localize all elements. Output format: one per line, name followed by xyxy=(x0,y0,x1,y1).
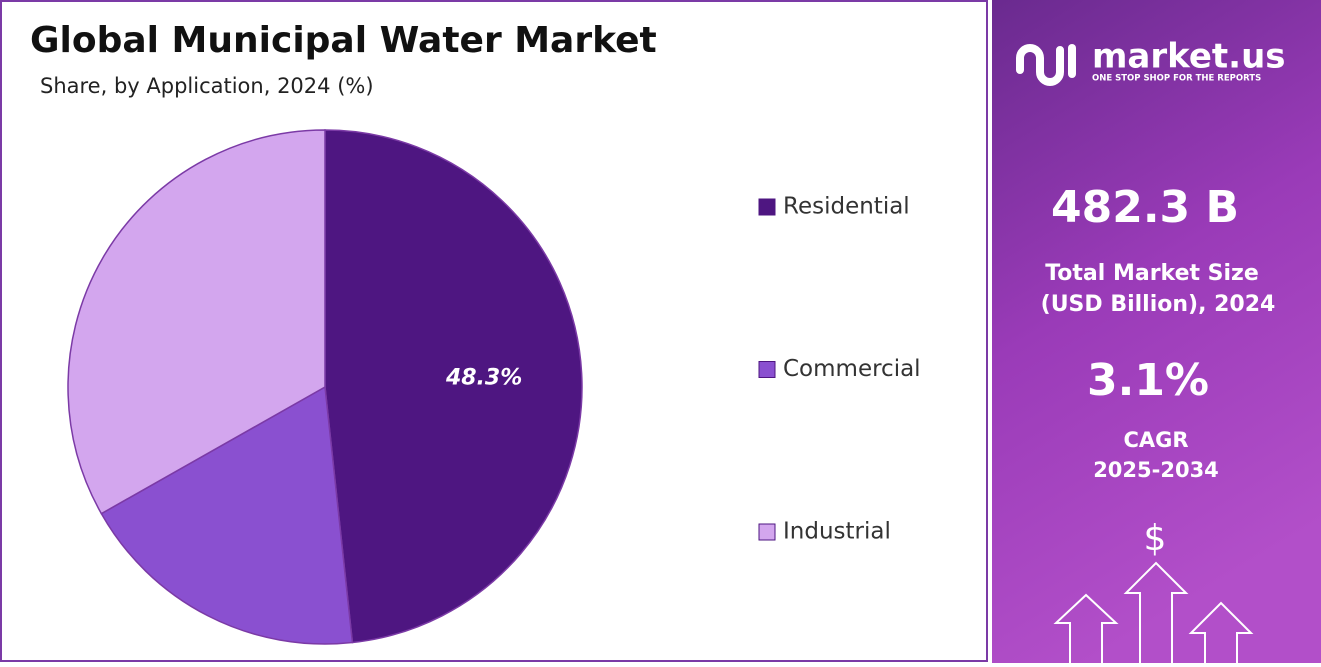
chart-title: Global Municipal Water Market xyxy=(30,20,657,61)
logo-icon xyxy=(1016,44,1076,86)
chart-subtitle: Share, by Application, 2024 (%) xyxy=(40,74,374,98)
legend-label: Commercial xyxy=(783,356,921,382)
growth-arrows xyxy=(1053,561,1254,663)
sidebar xyxy=(992,0,1321,663)
legend-swatch xyxy=(758,523,776,541)
legend-label: Industrial xyxy=(783,519,891,545)
pie-slice xyxy=(67,129,326,515)
pie-slice xyxy=(324,129,583,644)
pie-slice xyxy=(100,385,354,645)
cagr-label: CAGR xyxy=(1123,428,1188,452)
tagline: ONE STOP SHOP FOR THE REPORTS xyxy=(1092,74,1261,84)
legend: Residential Commercial Industrial xyxy=(758,194,921,545)
currency-icon: $ xyxy=(1144,518,1167,559)
market-size-label: (USD Billion), 2024 xyxy=(1041,292,1276,317)
legend-swatch xyxy=(758,198,776,216)
cagr: 3.1% xyxy=(1087,355,1209,406)
legend-label: Residential xyxy=(783,194,910,220)
brand: market.us xyxy=(1092,37,1286,77)
market-size: 482.3 B xyxy=(1051,182,1239,233)
data-label: 48.3% xyxy=(445,365,522,390)
cagr-label: 2025-2034 xyxy=(1093,458,1219,482)
legend-swatch xyxy=(758,361,776,378)
pie: 48.3% xyxy=(67,129,583,645)
market-size-label: Total Market Size xyxy=(1045,261,1259,286)
